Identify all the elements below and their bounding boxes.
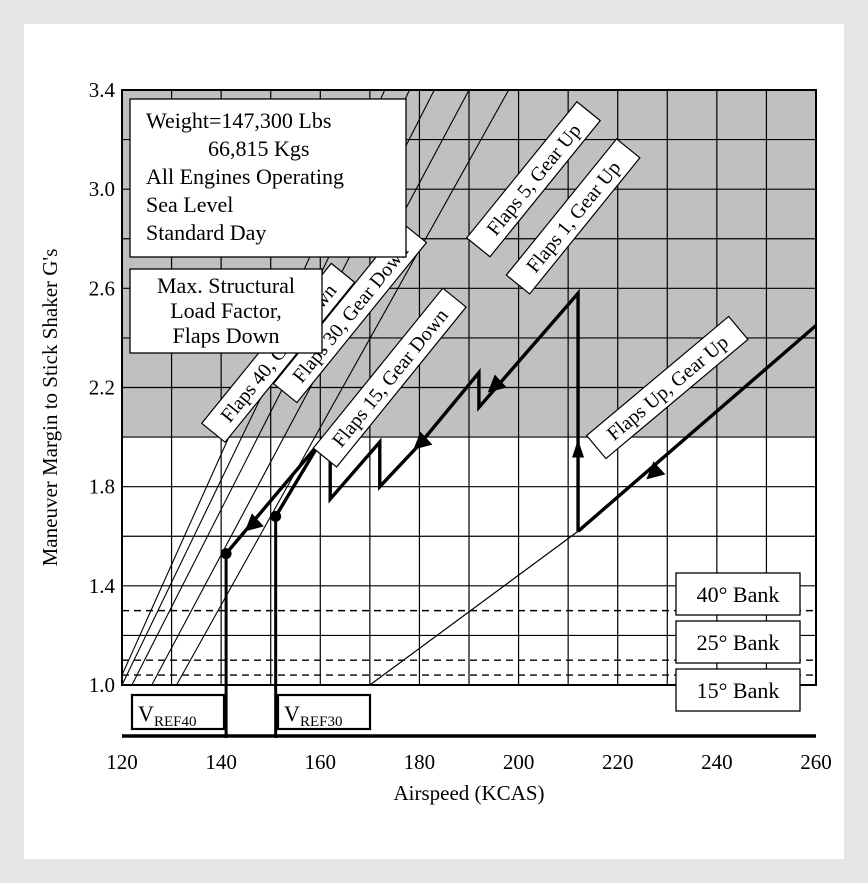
structural-label-line: Max. Structural [157,273,295,298]
info-box-line: Sea Level [146,192,233,217]
structural-label-line: Load Factor, [170,298,282,323]
y-tick-label: 1.0 [89,673,115,697]
vref-subscript: REF30 [300,714,343,730]
y-axis-label: Maneuver Margin to Stick Shaker G's [38,249,62,567]
structural-label-box [129,268,323,354]
vref-label-box [130,693,226,731]
tick-labels: 120 140 160 180 200 220 240 260 1.0 1.4 1.8 2.2 2.6 3… [89,78,832,774]
series-label-box [465,100,602,258]
x-tick-label: 260 [800,750,832,774]
y-tick-label: 1.4 [89,574,116,598]
series-label-box [585,315,749,460]
info-box [129,98,407,258]
y-tick-label: 2.6 [89,276,115,300]
structural-label-line: Flaps Down [173,323,280,348]
info-box-line: 66,815 Kgs [208,136,309,161]
arrow-head [487,374,507,393]
x-tick-label: 140 [205,750,237,774]
bank-label-box [675,668,801,712]
bank-label-box [675,572,801,616]
bank-label-box [675,620,801,664]
vref-label: V [138,701,154,726]
vref-label-box [276,693,372,731]
arrow-head [572,439,585,458]
arrows [244,374,666,532]
arrow-head [646,461,666,480]
vref-subscript: REF40 [154,714,197,730]
branch-path [274,441,322,518]
y-tick-label: 1.8 [89,475,115,499]
x-axis-label: Airspeed (KCAS) [393,781,544,805]
vref-label: V [284,701,300,726]
y-tick-label: 3.0 [89,177,115,201]
x-tick-label: 200 [503,750,535,774]
series-line [151,90,470,685]
info-box-line: Weight=147,300 Lbs [146,108,331,133]
arrow-head [413,431,433,450]
point-marker [270,510,282,522]
point-marker [220,548,232,560]
plot-frame [121,89,817,686]
series-label-box [272,222,428,404]
chart-card: 120 140 160 180 200 220 240 260 1.0 1.4 1.8 2.2 2.6 3… [24,24,844,859]
x-tick-label: 220 [602,750,634,774]
x-tick-label: 240 [701,750,733,774]
x-tick-label: 180 [404,750,436,774]
info-box-line: Standard Day [146,220,266,245]
bank-label-text: 25° Bank [697,630,780,655]
series-label-box [312,287,467,468]
y-tick-label: 2.2 [89,376,115,400]
y-tick-label: 3.4 [89,78,116,102]
info-box-line: All Engines Operating [146,164,344,189]
series-line [176,90,510,685]
x-tick-label: 120 [106,750,138,774]
chart-svg: 120 140 160 180 200 220 240 260 1.0 1.4 1.8 2.2 2.6 3… [38,78,832,805]
bank-label-text: 40° Bank [697,582,780,607]
arrow-head [244,513,264,532]
flaps-up-path [576,324,818,533]
bank-label-text: 15° Bank [697,678,780,703]
series-label-box [505,138,641,295]
x-tick-label: 160 [305,750,337,774]
annotation-boxes: Weight=147,300 Lbs 66,815 Kgs All Engines … [129,98,801,731]
